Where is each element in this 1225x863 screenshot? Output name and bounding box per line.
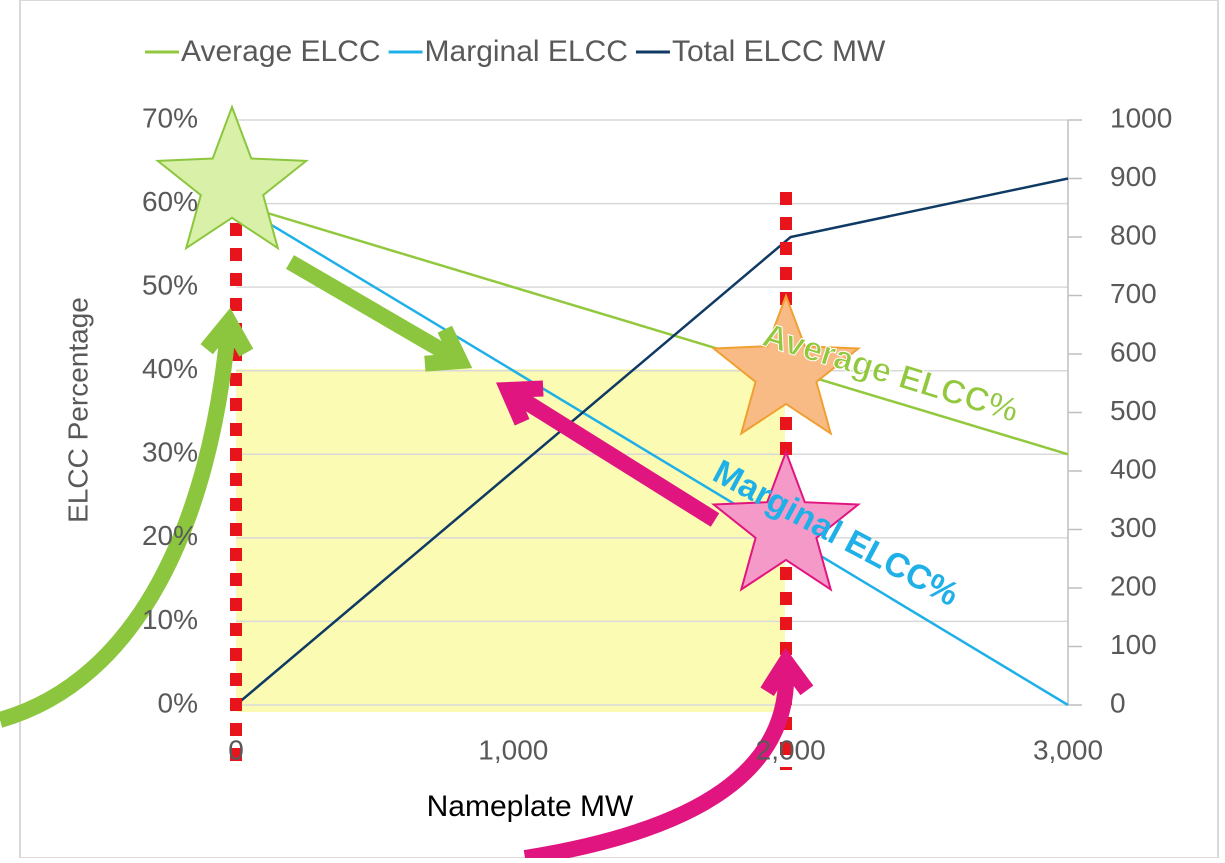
x-tick-label: 1,000 [478, 734, 548, 765]
y2-tick-label: 300 [1110, 512, 1157, 543]
highlight-area [236, 369, 785, 712]
star [710, 293, 862, 436]
x-tick-label: 0 [228, 734, 244, 765]
arrow-head [200, 307, 254, 357]
arrow [0, 329, 236, 728]
y2-tick-label: 0 [1110, 687, 1126, 718]
star [155, 104, 309, 251]
arrow-head [495, 380, 544, 426]
y-axis-label: ELCC Percentage [62, 297, 93, 523]
y2-tick-label: 500 [1110, 395, 1157, 426]
y2-tick-label: 900 [1110, 161, 1157, 192]
x-tick-label: 3,000 [1033, 734, 1103, 765]
arrow-head [424, 325, 473, 372]
y2-tick-label: 200 [1110, 570, 1157, 601]
annotations [0, 104, 862, 863]
y2-tick-label: 1000 [1110, 102, 1172, 133]
y2-tick-label: 600 [1110, 336, 1157, 367]
y-tick-label: 50% [142, 270, 198, 301]
star [710, 449, 862, 592]
y-tick-label: 70% [142, 102, 198, 133]
legend-label: Average ELCC [181, 35, 381, 68]
y-tick-label: 30% [142, 437, 198, 468]
y2-tick-label: 400 [1110, 453, 1157, 484]
x-tick-label: 2,000 [756, 734, 826, 765]
legend-label: Total ELCC MW [672, 35, 886, 68]
legend-label: Marginal ELCC [425, 35, 628, 68]
arrow [523, 669, 795, 863]
arrow [285, 255, 460, 365]
y-tick-label: 0% [158, 687, 198, 718]
arrow-head [760, 647, 814, 697]
x-axis-label: Nameplate MW [427, 790, 634, 823]
y-tick-label: 20% [142, 520, 198, 551]
series-line [235, 177, 1069, 706]
y-tick-label: 60% [142, 186, 198, 217]
y2-tick-label: 800 [1110, 219, 1157, 250]
y-tick-label: 40% [142, 353, 198, 384]
arrow [510, 388, 720, 527]
y2-tick-label: 100 [1110, 629, 1157, 660]
y-tick-label: 10% [142, 604, 198, 635]
y2-tick-label: 700 [1110, 278, 1157, 309]
grid [235, 119, 1082, 706]
